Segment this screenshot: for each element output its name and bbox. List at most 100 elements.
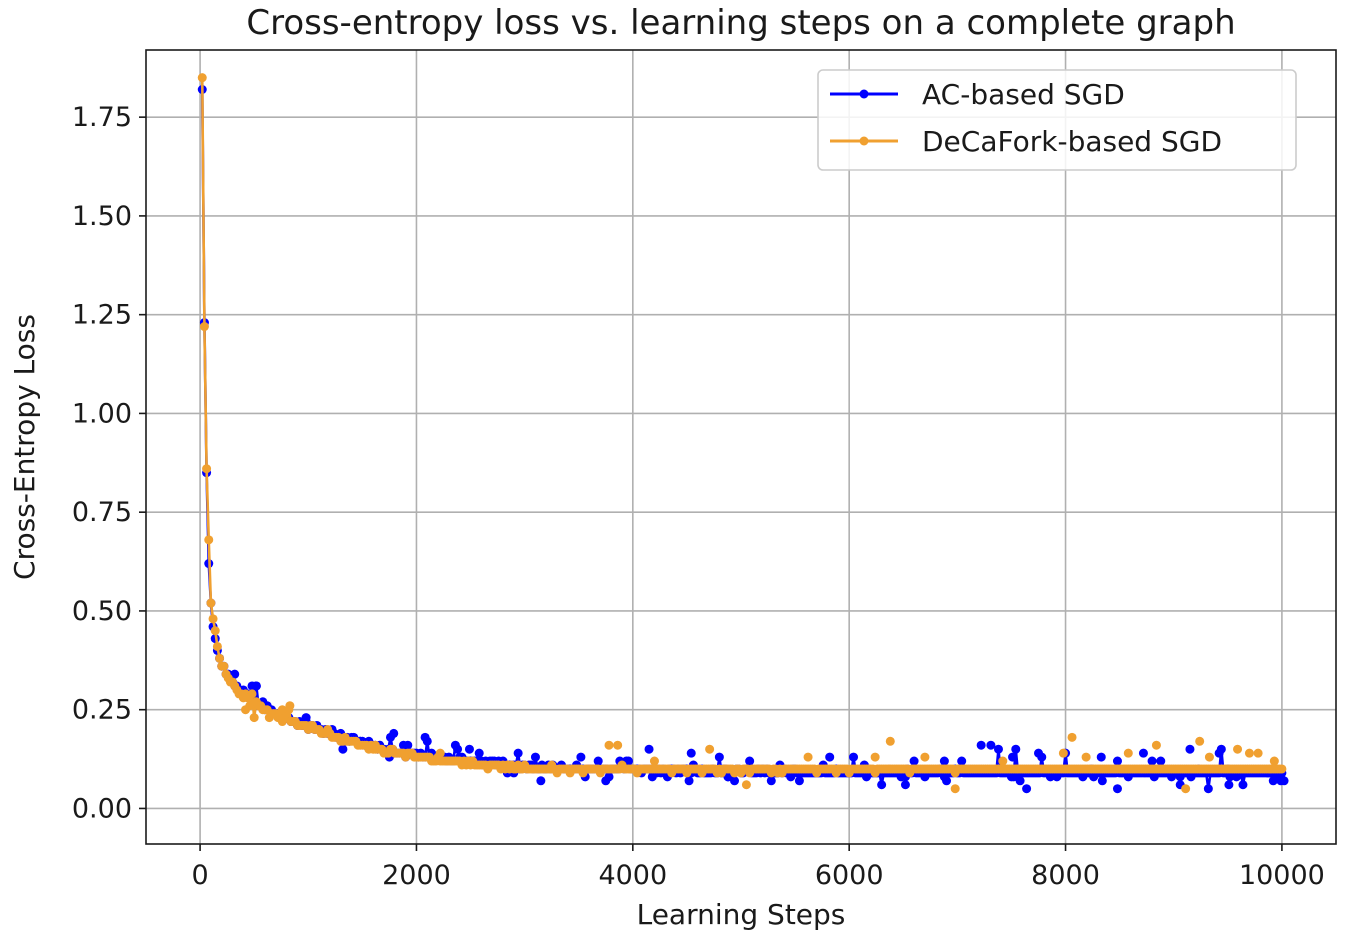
series-layer — [197, 73, 1289, 794]
data-point — [1233, 744, 1243, 754]
data-point — [877, 780, 887, 790]
data-point — [686, 748, 696, 758]
data-point — [1112, 784, 1122, 794]
data-point — [623, 756, 633, 766]
data-point — [649, 756, 659, 766]
y-tick-label: 0.00 — [72, 793, 132, 824]
series-line — [200, 89, 1286, 791]
data-point — [1185, 744, 1195, 754]
data-point — [212, 641, 222, 651]
data-point — [998, 756, 1008, 766]
legend: AC-based SGD DeCaFork-based SGD — [817, 69, 1297, 171]
data-point — [547, 760, 557, 770]
y-tick-label: 1.25 — [72, 300, 132, 331]
data-point — [403, 740, 413, 750]
data-point — [1203, 784, 1213, 794]
data-point — [251, 681, 261, 691]
data-point — [1123, 748, 1133, 758]
x-axis-label: Learning Steps — [637, 898, 846, 931]
data-point — [474, 748, 484, 758]
data-point — [870, 752, 880, 762]
data-point — [1253, 748, 1263, 758]
data-point — [993, 744, 1003, 754]
data-point — [745, 756, 755, 766]
data-point — [230, 669, 240, 679]
data-point — [705, 744, 715, 754]
data-point — [338, 744, 348, 754]
data-point — [277, 705, 287, 715]
data-point — [204, 535, 214, 545]
data-point — [210, 626, 220, 636]
legend-label-decafork: DeCaFork-based SGD — [922, 125, 1222, 158]
data-point — [885, 736, 895, 746]
data-point — [900, 780, 910, 790]
x-tick-label: 4000 — [598, 860, 667, 891]
data-point — [1151, 740, 1161, 750]
data-point — [1008, 752, 1018, 762]
x-tick-label: 6000 — [815, 860, 884, 891]
data-point — [435, 748, 445, 758]
data-point — [714, 752, 724, 762]
data-point — [1268, 776, 1278, 786]
data-point — [1276, 776, 1286, 786]
data-point — [206, 598, 216, 608]
data-point — [215, 653, 225, 663]
data-point — [957, 756, 967, 766]
y-axis-label: Cross-Entropy Loss — [8, 314, 41, 580]
data-point — [197, 73, 207, 83]
data-point — [301, 713, 311, 723]
data-point — [199, 322, 209, 332]
data-point — [613, 740, 623, 750]
data-point — [950, 784, 960, 794]
data-point — [530, 752, 540, 762]
data-point — [1181, 784, 1191, 794]
series-1 — [197, 73, 1287, 794]
data-point — [939, 756, 949, 766]
data-point — [1096, 752, 1106, 762]
data-point — [730, 776, 740, 786]
data-point — [1238, 780, 1248, 790]
data-point — [1015, 776, 1025, 786]
data-point — [1067, 732, 1077, 742]
data-point — [389, 728, 399, 738]
data-point — [684, 776, 694, 786]
data-point — [723, 772, 733, 782]
legend-box — [817, 69, 1297, 171]
data-point — [1097, 776, 1107, 786]
data-point — [644, 744, 654, 754]
series-0 — [197, 85, 1289, 794]
data-point — [825, 752, 835, 762]
data-point — [803, 752, 813, 762]
data-point — [986, 740, 996, 750]
data-point — [1244, 748, 1254, 758]
legend-label-ac: AC-based SGD — [922, 78, 1125, 111]
data-point — [741, 780, 751, 790]
data-point — [601, 776, 611, 786]
data-point — [247, 689, 257, 699]
data-point — [849, 752, 859, 762]
data-point — [1138, 748, 1148, 758]
data-point — [536, 776, 546, 786]
data-point — [1078, 772, 1088, 782]
x-tick-label: 8000 — [1031, 860, 1100, 891]
data-point — [794, 776, 804, 786]
x-tick-label: 10000 — [1239, 860, 1325, 891]
data-point — [1269, 756, 1279, 766]
data-point — [208, 614, 218, 624]
ticks: 0 2000 4000 6000 8000 10000 0.00 0.25 0.50 0.75 1.… — [72, 102, 1325, 891]
data-point — [1147, 756, 1157, 766]
y-tick-label: 1.75 — [72, 102, 132, 133]
data-point — [453, 744, 463, 754]
data-point — [464, 744, 474, 754]
data-point — [576, 752, 586, 762]
chart-title: Cross-entropy loss vs. learning steps on… — [246, 3, 1235, 43]
data-point — [1112, 756, 1122, 766]
data-point — [604, 740, 614, 750]
data-point — [285, 701, 295, 711]
plot-frame — [145, 49, 1337, 845]
data-point — [1022, 784, 1032, 794]
data-point — [1058, 748, 1068, 758]
y-tick-label: 1.00 — [72, 398, 132, 429]
data-point — [1034, 748, 1043, 758]
